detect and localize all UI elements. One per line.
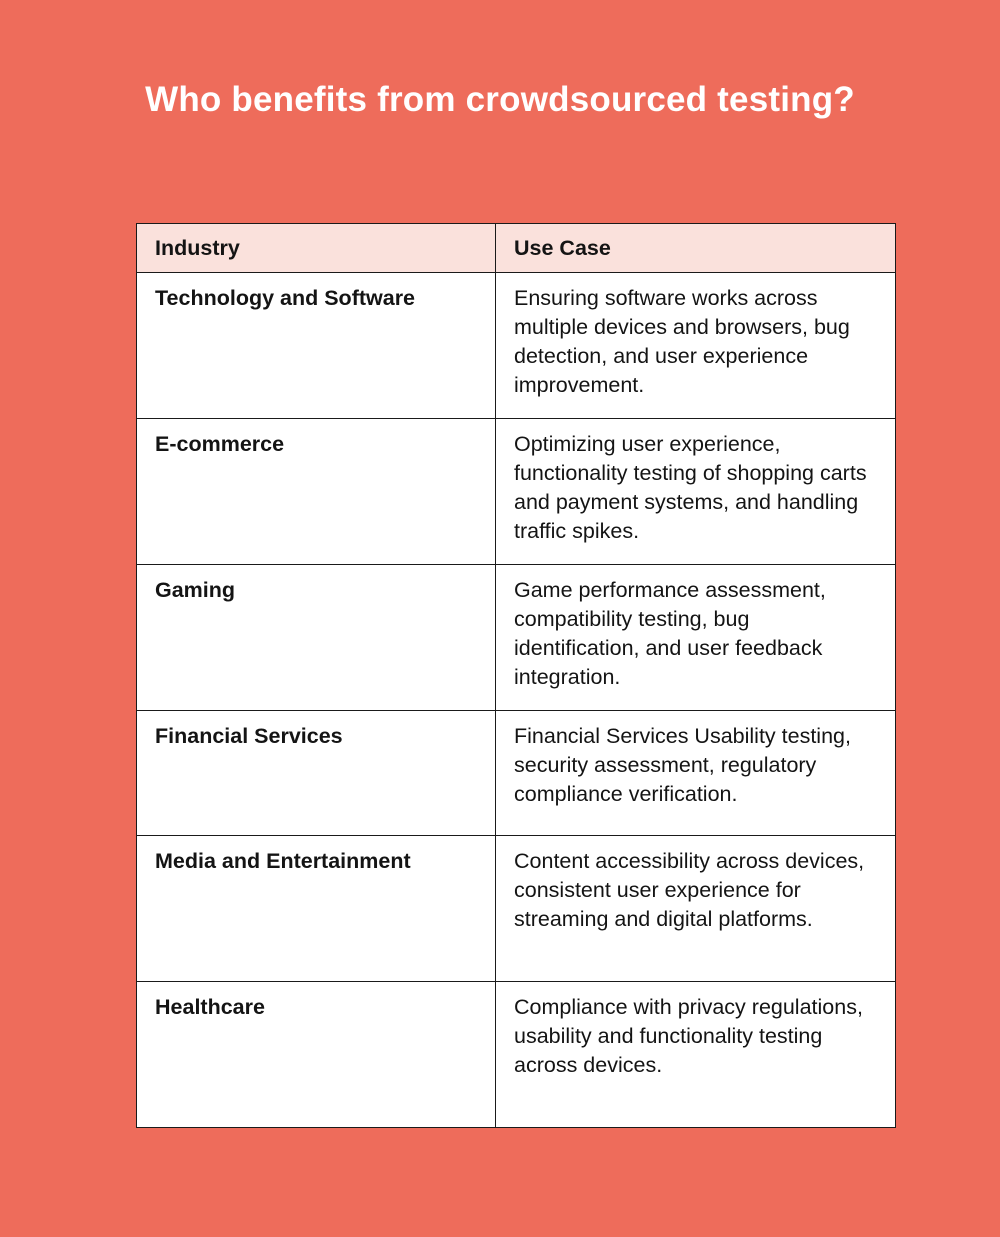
header-use-case: Use Case [495,223,896,273]
industry-table: Industry Use Case Technology and Softwar… [136,223,896,1128]
industry-cell: Gaming [136,564,496,711]
table-header-row: Industry Use Case [136,223,896,273]
use-case-cell: Ensuring software works across multiple … [495,272,896,419]
table-row: Healthcare Compliance with privacy regul… [136,981,896,1128]
industry-cell: E-commerce [136,418,496,565]
table-row: Gaming Game performance assessment, comp… [136,564,896,711]
use-case-cell: Compliance with privacy regulations, usa… [495,981,896,1128]
industry-cell: Media and Entertainment [136,835,496,982]
use-case-cell: Game performance assessment, compatibili… [495,564,896,711]
table-row: Financial Services Financial Services Us… [136,710,896,836]
header-industry: Industry [136,223,496,273]
industry-cell: Healthcare [136,981,496,1128]
industry-cell: Technology and Software [136,272,496,419]
use-case-cell: Content accessibility across devices, co… [495,835,896,982]
table-row: Technology and Software Ensuring softwar… [136,272,896,419]
use-case-cell: Financial Services Usability testing, se… [495,710,896,836]
industry-cell: Financial Services [136,710,496,836]
table-row: Media and Entertainment Content accessib… [136,835,896,982]
use-case-cell: Optimizing user experience, functionalit… [495,418,896,565]
page-title: Who benefits from crowdsourced testing? [145,80,855,119]
table-row: E-commerce Optimizing user experience, f… [136,418,896,565]
